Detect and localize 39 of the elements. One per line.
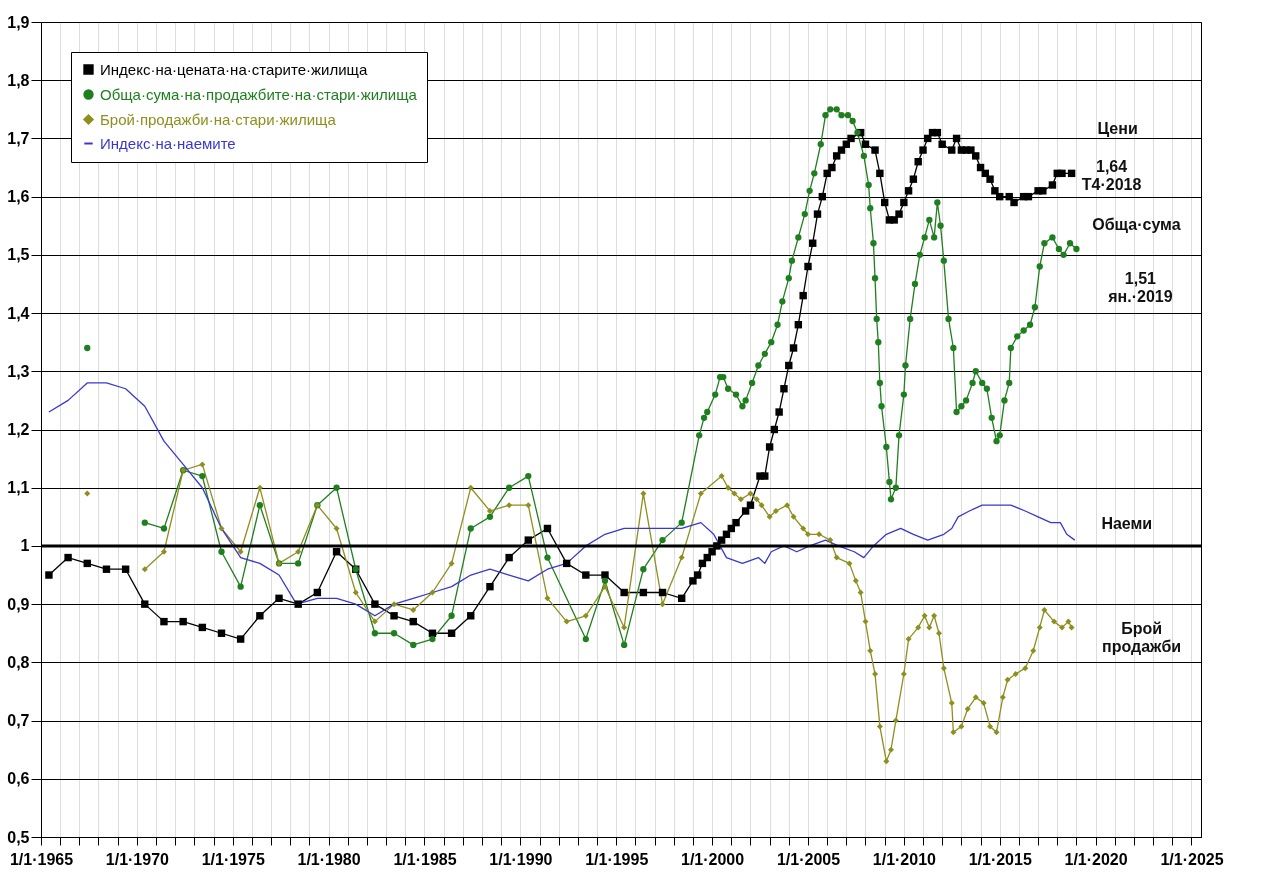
x-tick-label: 1/1·1990 <box>489 850 553 868</box>
x-tick-label: 1/1·2015 <box>968 850 1032 868</box>
y-tick-label: 1,3 <box>7 362 30 380</box>
y-tick-label: 1,2 <box>7 421 30 438</box>
y-tick-label: 0,8 <box>7 653 30 671</box>
y-tick-label: 1 <box>20 537 30 555</box>
y-tick-label: 1,9 <box>7 13 30 31</box>
x-tick-label: 1/1·1965 <box>9 850 74 868</box>
annotation: Цени <box>1097 120 1138 138</box>
x-tick-label: 1/1·2010 <box>872 850 937 868</box>
y-tick-label: 1,4 <box>7 304 30 322</box>
annotation: Наеми <box>1101 515 1153 533</box>
legend-label: Брой·продажби·на·стари·жилища <box>100 110 337 128</box>
y-tick-label: 1,5 <box>7 246 30 264</box>
x-tick-label: 1/1·2000 <box>681 850 745 868</box>
x-tick-label: 1/1·1970 <box>105 850 170 868</box>
legend-label: Индекс·на·наемите <box>100 134 236 152</box>
x-tick-label: 1/1·1995 <box>585 850 649 868</box>
annotation: 1,64 Т4·2018 <box>1081 158 1142 194</box>
x-tick-label: 1/1·2020 <box>1064 850 1128 868</box>
y-tick-label: 0,9 <box>7 595 30 613</box>
x-tick-label: 1/1·1980 <box>297 850 361 868</box>
x-tick-label: 1/1·1985 <box>393 850 457 868</box>
annotation: Обща·сума <box>1092 216 1181 234</box>
y-tick-label: 0,6 <box>7 770 30 788</box>
legend-label: Индекс·на·цената·на·старите·жилища <box>100 60 368 78</box>
y-tick-label: 1,1 <box>7 479 30 497</box>
x-tick-label: 1/1·1975 <box>201 850 265 868</box>
y-tick-label: 1,8 <box>7 71 30 89</box>
annotation: 1,51 ян.·2019 <box>1107 270 1173 306</box>
x-tick-label: 1/1·2025 <box>1160 850 1224 868</box>
y-tick-label: 1,6 <box>7 188 30 206</box>
y-tick-label: 0,7 <box>7 712 30 730</box>
line-series <box>48 382 1076 617</box>
y-tick-label: 0,5 <box>7 828 30 846</box>
legend-label: Обща·сума·на·продажбите·на·стари·жилища <box>100 85 418 103</box>
annotation: Брой продажби <box>1102 620 1182 656</box>
y-tick-label: 1,7 <box>7 129 30 147</box>
x-tick-label: 1/1·2005 <box>776 850 841 868</box>
